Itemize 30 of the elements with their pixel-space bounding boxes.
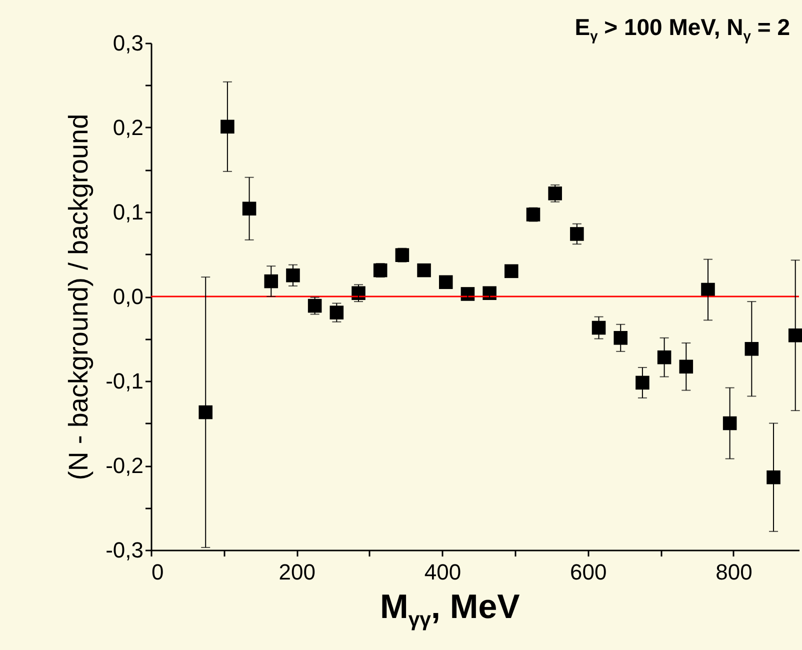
- point: [286, 268, 300, 282]
- point: [570, 227, 584, 241]
- y-axis-title: (N - background) / background: [64, 114, 94, 480]
- x-tick-label: 0: [152, 560, 164, 584]
- x-tick-label: 200: [278, 560, 316, 584]
- y-tick-label: 0,0: [112, 284, 144, 309]
- x-tick-label: 800: [716, 560, 752, 584]
- y-tick-label: 0,3: [112, 30, 144, 56]
- y-tick-label: 0,1: [112, 200, 144, 224]
- y-tick-label: 0,2: [112, 115, 144, 140]
- x-tick-label: 600: [570, 560, 607, 584]
- point: [220, 120, 234, 134]
- point: [548, 186, 562, 200]
- point: [198, 405, 212, 420]
- point: [679, 360, 694, 374]
- point: [264, 274, 278, 288]
- point: [788, 328, 802, 342]
- y-tick-label: -0,1: [106, 368, 144, 394]
- point: [766, 470, 780, 484]
- x-axis-title: M$_{γγ}$, MeV: [380, 588, 520, 632]
- point: [438, 275, 453, 290]
- point: [614, 331, 628, 345]
- point: [636, 376, 650, 390]
- x-tick-label: 400: [424, 560, 462, 584]
- annotation: E$_{γ}$ > 100 MeV, N$_{γ}$ = 2: [574, 14, 790, 44]
- point: [744, 342, 759, 356]
- y-tick-label: -0,3: [106, 538, 144, 562]
- y-tick-label: -0,2: [106, 453, 144, 478]
- point: [330, 306, 344, 320]
- point: [242, 202, 256, 216]
